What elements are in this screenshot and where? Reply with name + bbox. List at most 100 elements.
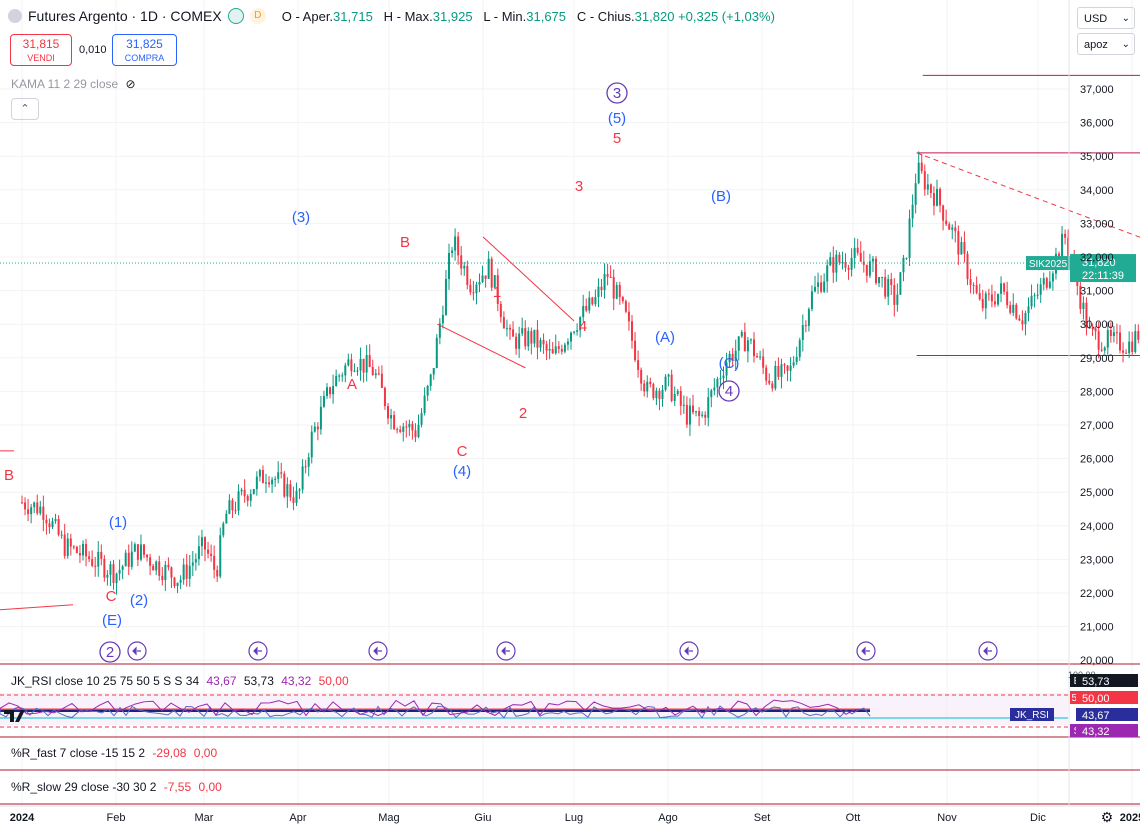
rfast-label: %R_fast 7 close -15 15 2 — [11, 746, 146, 760]
candle-body — [271, 479, 274, 485]
candle-body — [390, 415, 393, 419]
candle-body — [268, 482, 271, 485]
candle-body — [359, 358, 362, 371]
market-status-icon[interactable] — [227, 8, 244, 24]
candle-body — [396, 429, 399, 431]
rslow-value-2: 0,00 — [198, 780, 222, 794]
candle-body — [936, 189, 938, 206]
candle-body — [759, 356, 762, 358]
candle-body — [591, 297, 594, 305]
candle-body — [844, 262, 847, 268]
trend-line-dashed — [916, 152, 1140, 238]
chart-title[interactable]: Futures Argento · 1D · COMEX — [28, 8, 222, 24]
settings-gear-icon[interactable]: ⚙ — [1101, 809, 1114, 825]
candle-body — [981, 299, 984, 309]
candle-body — [603, 274, 606, 291]
candle-body — [749, 339, 752, 341]
candle-body — [176, 582, 179, 587]
candle-body — [78, 553, 81, 556]
rsi-value-1: 43,67 — [206, 674, 237, 688]
wave-label: (5) — [608, 110, 626, 127]
price-tick-label: 25,000 — [1080, 487, 1114, 499]
candle-body — [725, 362, 728, 376]
candle-body — [310, 431, 313, 458]
candle-body — [631, 321, 633, 341]
candle-body — [219, 535, 222, 577]
candle-body — [249, 493, 252, 501]
candle-body — [652, 384, 655, 399]
candle-body — [884, 277, 887, 297]
candle-body — [1015, 304, 1018, 319]
candle-body — [51, 521, 54, 528]
candle-body — [667, 374, 670, 377]
candle-body — [451, 250, 454, 253]
wave-label: 1 — [493, 284, 501, 301]
scale-select[interactable]: apoz ⌄ — [1077, 33, 1135, 55]
rsi-badge-value — [1076, 708, 1138, 721]
candle-body — [24, 502, 27, 510]
candle-body — [85, 544, 88, 557]
collapse-legend-button[interactable]: ⌃ — [11, 98, 39, 120]
candle-body — [441, 314, 444, 324]
candle-body — [606, 274, 609, 277]
candle-body — [380, 373, 383, 388]
candle-body — [374, 373, 377, 376]
candle-body — [875, 258, 877, 284]
candle-body — [243, 489, 246, 497]
delay-badge[interactable]: D — [249, 8, 266, 24]
candle-body — [997, 293, 999, 305]
candle-body — [871, 258, 874, 262]
sell-button[interactable]: 31,815 VENDI — [10, 34, 72, 66]
eye-hidden-icon[interactable]: ⊘ — [125, 77, 136, 91]
close-label: C - Chius. — [576, 8, 635, 24]
candle-body — [139, 544, 142, 560]
candle-body — [329, 387, 332, 395]
candle-body — [1048, 281, 1051, 288]
chevron-down-icon: ⌄ — [1121, 39, 1130, 50]
rslow-legend[interactable]: %R_slow 29 close -30 30 2 -7,55 0,00 — [11, 780, 222, 794]
candle-body — [978, 293, 981, 300]
candle-body — [841, 262, 844, 264]
candle-body — [283, 473, 286, 497]
candle-body — [426, 385, 429, 396]
wave-label: 4 — [579, 318, 587, 335]
candle-body — [383, 387, 386, 407]
wave-label: 3 — [613, 85, 621, 102]
currency-select[interactable]: USD ⌄ — [1077, 7, 1135, 29]
time-tick-label: 2025 — [1120, 812, 1140, 824]
candle-body — [957, 231, 960, 255]
candle-body — [563, 344, 566, 352]
candle-body — [350, 359, 353, 372]
candle-body — [746, 340, 749, 352]
candle-body — [975, 285, 978, 294]
candle-body — [753, 339, 755, 357]
candle-body — [30, 507, 33, 515]
kama-indicator-legend[interactable]: KAMA 11 2 29 close ⊘ — [11, 77, 136, 91]
candle-body — [789, 365, 792, 371]
rslow-value-1: -7,55 — [163, 780, 192, 794]
candle-body — [1000, 283, 1003, 294]
candle-body — [939, 189, 942, 206]
candle-body — [423, 395, 426, 414]
rfast-legend[interactable]: %R_fast 7 close -15 15 2 -29,08 0,00 — [11, 746, 217, 760]
candle-body — [576, 330, 579, 332]
candle-body — [371, 366, 374, 376]
channel-line-lower — [437, 323, 526, 369]
rsi-legend[interactable]: JK_RSI close 10 25 75 50 5 S S 34 43,67 … — [11, 674, 349, 688]
price-tick-label: 20,000 — [1080, 655, 1114, 667]
candle-body — [200, 537, 203, 547]
candle-body — [402, 426, 405, 432]
candle-body — [21, 502, 23, 504]
rsi-value-3: 43,32 — [281, 674, 312, 688]
candle-body — [826, 265, 829, 282]
price-tick-label: 33,000 — [1080, 218, 1114, 230]
candle-body — [1021, 320, 1024, 325]
candle-body — [814, 286, 816, 292]
candle-body — [951, 227, 954, 230]
buy-button[interactable]: 31,825 COMPRA — [112, 34, 177, 66]
rsi-value-4: 50,00 — [318, 674, 349, 688]
candle-body — [106, 574, 109, 578]
candle-body — [472, 292, 475, 294]
spread-value: 0,010 — [79, 44, 107, 56]
